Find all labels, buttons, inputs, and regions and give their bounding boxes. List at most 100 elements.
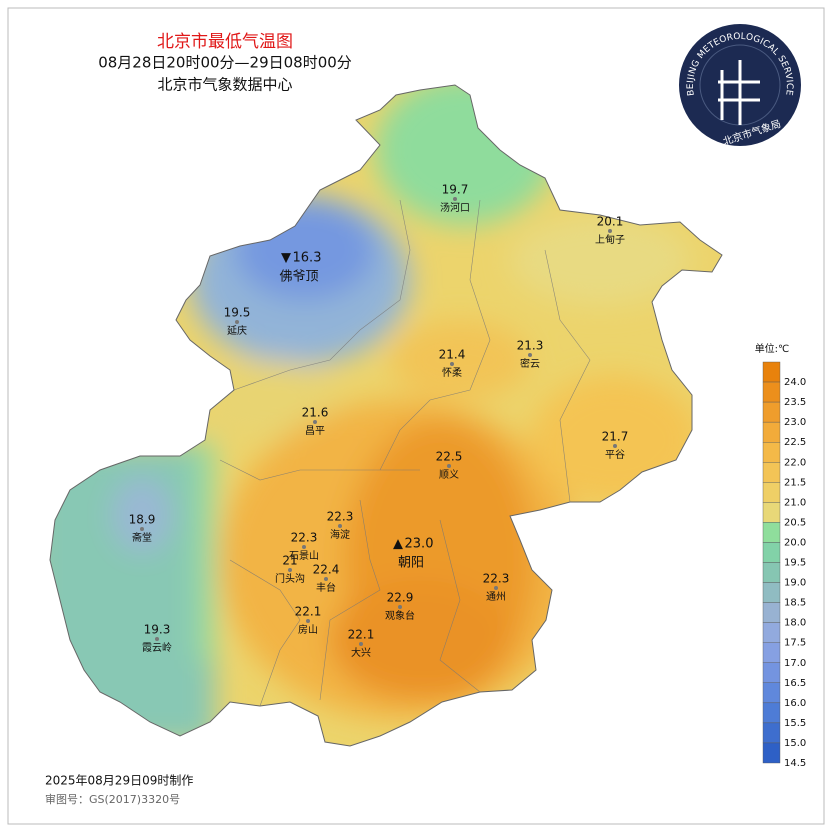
station-name: 丰台 [316,581,336,594]
station-value: 21.3 [517,339,544,353]
station-name: 延庆 [227,324,247,337]
legend-label: 23.5 [784,397,806,408]
station-name: 大兴 [351,646,371,659]
stations: 19.7 汤河口 20.1 上甸子 ▼ 16.3 佛爷顶 19.5 延庆 21.4 怀柔 21.3 密云… [129,183,629,660]
legend-swatch [762,702,781,724]
approval-number: 审图号：GS(2017)3320号 [45,792,180,806]
legend-swatch [762,682,781,704]
station-dot [608,229,612,233]
station-value: 19.3 [144,623,171,637]
legend-swatch [762,421,781,443]
station-marker: ▼ [281,251,291,266]
station-value: 21.4 [439,348,466,362]
station-dot [450,362,454,366]
logo-glyph [718,60,760,125]
station: 21.4 怀柔 [439,348,466,380]
station: 19.3 霞云岭 [142,623,172,655]
station-name: 朝阳 [398,556,424,571]
station-value: 22.9 [387,591,414,605]
station-name: 海淀 [330,528,350,541]
legend-swatch [762,401,781,423]
legend-label: 22.0 [784,457,806,468]
subtitle: 08月28日20时00分—29日08时00分 [98,54,352,72]
station-name: 顺义 [439,469,459,481]
station-name: 汤河口 [440,201,470,214]
legend-label: 15.0 [784,738,806,749]
station-name: 平谷 [605,449,625,461]
station-value: 23.0 [405,537,434,552]
legend-label: 20.5 [784,517,806,528]
station-value: 19.5 [224,306,251,320]
station: 22.4 丰台 [313,563,340,595]
station: 19.7 汤河口 [440,183,470,215]
station-dot [140,527,144,531]
station-name: 昌平 [305,425,325,437]
legend-label: 24.0 [784,377,806,388]
station-value: 21.6 [302,406,329,420]
legend-swatch [762,522,781,543]
station: 22.3 海淀 [327,510,354,542]
station: 22.3 石景山 [289,531,319,563]
station-value: 18.9 [129,513,156,527]
station-name: 石景山 [289,550,319,562]
station-dot [528,353,532,357]
header: 北京市最低气温图 08月28日20时00分—29日08时00分 北京市气象数据中… [98,32,352,94]
station-value: 22.4 [313,563,340,577]
station-name: 房山 [298,623,318,636]
station-dot [155,637,159,641]
station: ▲ 23.0 朝阳 [393,537,433,571]
station-name: 门头沟 [275,572,305,585]
station-dot [453,197,457,201]
station-name: 密云 [520,357,540,370]
legend-label: 14.5 [784,758,806,769]
district-borders [219,199,591,707]
made-time: 2025年08月29日09时制作 [45,774,193,788]
frame [7,7,825,825]
legend-label: 22.5 [784,437,806,448]
title: 北京市最低气温图 [157,32,293,52]
legend-swatch [762,462,781,483]
station-value: 22.5 [436,450,463,464]
station-dot [359,642,363,646]
legend-swatch [762,502,781,523]
station: 19.5 延庆 [224,306,251,338]
station-dot [302,545,306,549]
station: 18.9 斋堂 [129,513,156,545]
station-value: 22.3 [483,572,510,586]
legend-label: 23.0 [784,417,806,428]
legend-label: 21.5 [784,477,806,488]
station-dot [235,320,239,324]
legend-swatch [762,662,781,683]
legend-swatch [762,722,781,744]
legend-swatch [762,482,781,503]
city-border [49,84,723,747]
station-dot [613,444,617,448]
station: 21.6 昌平 [302,406,329,438]
station-dot [313,420,317,424]
station: 21.7 平谷 [602,430,629,462]
legend-swatch [762,442,781,463]
station-marker: ▲ [393,537,403,552]
legend-label: 16.5 [784,678,806,689]
legend-label: 17.5 [784,638,806,649]
station: 21.3 密云 [517,339,544,371]
legend-label: 21.0 [784,497,806,508]
station-name: 霞云岭 [142,641,172,654]
legend-swatch [762,542,781,563]
station-dot [306,619,310,623]
legend-swatch [762,622,781,643]
station-name: 上甸子 [595,233,625,246]
station-value: 22.1 [348,628,375,642]
station: 20.1 上甸子 [595,215,625,247]
station-value: 19.7 [442,183,469,197]
station-value: 20.1 [597,215,624,229]
station: 22.9 观象台 [385,591,415,623]
station-name: 斋堂 [132,531,152,544]
station: ▼ 16.3 佛爷顶 [279,251,321,285]
station: 22.5 顺义 [436,450,463,482]
station: 22.3 通州 [483,572,510,604]
legend-label: 15.5 [784,718,806,729]
source: 北京市气象数据中心 [157,76,292,94]
station-dot [324,577,328,581]
